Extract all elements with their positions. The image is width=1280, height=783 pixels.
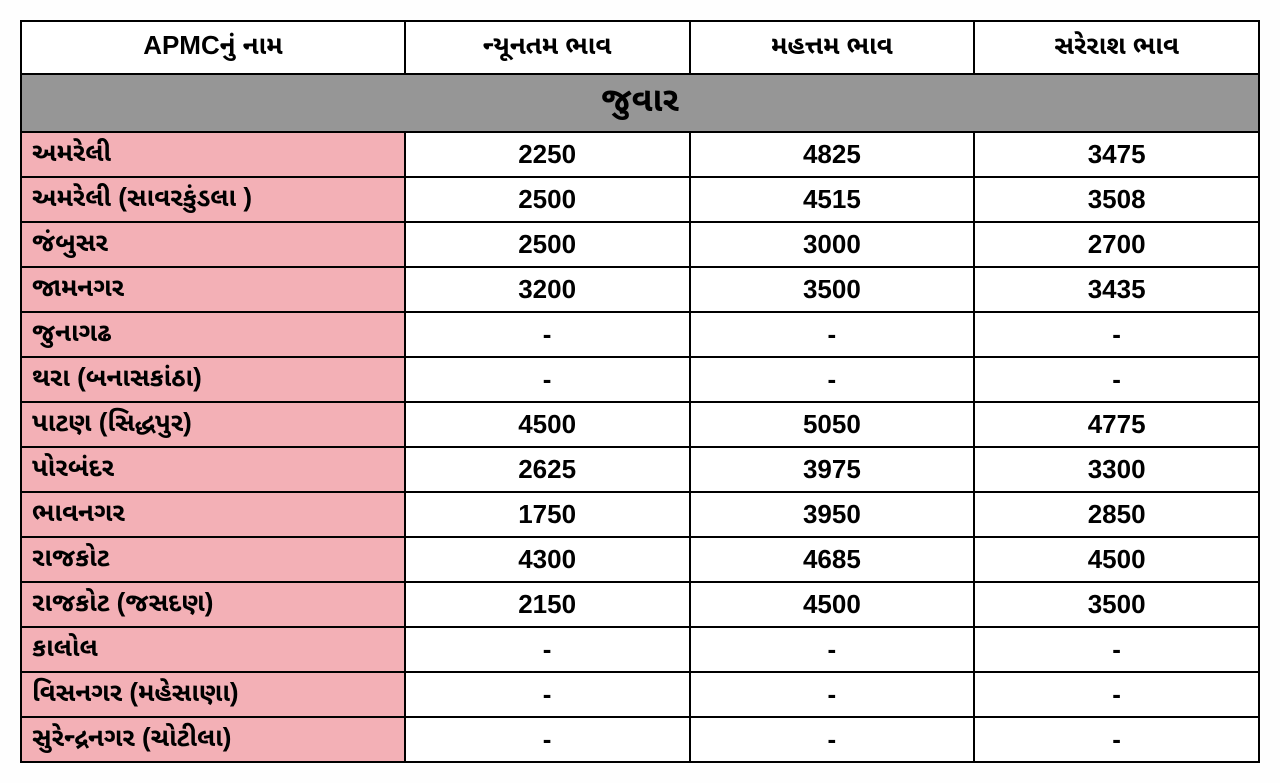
max-price-cell: - [690,627,975,672]
max-price-cell: 5050 [690,402,975,447]
apmc-name-cell: થરા (બનાસકાંઠા) [21,357,405,402]
apmc-name-cell: જામનગર [21,267,405,312]
avg-price-cell: - [974,672,1259,717]
avg-price-cell: - [974,357,1259,402]
min-price-cell: 2500 [405,222,690,267]
apmc-name-cell: અમરેલી (સાવરકુંડલા ) [21,177,405,222]
table-row: જુનાગઢ--- [21,312,1259,357]
table-row: રાજકોટ (જસદણ)215045003500 [21,582,1259,627]
apmc-name-cell: અમરેલી [21,132,405,177]
max-price-cell: 4685 [690,537,975,582]
table-row: સુરેન્દ્રનગર (ચોટીલા)--- [21,717,1259,762]
avg-price-cell: 3300 [974,447,1259,492]
avg-price-cell: - [974,717,1259,762]
table-row: પાટણ (સિદ્ધપુર)450050504775 [21,402,1259,447]
min-price-cell: 2500 [405,177,690,222]
table-row: અમરેલી225048253475 [21,132,1259,177]
min-price-cell: - [405,312,690,357]
avg-price-cell: 3508 [974,177,1259,222]
max-price-cell: 3950 [690,492,975,537]
table-row: જંબુસર250030002700 [21,222,1259,267]
max-price-cell: 3500 [690,267,975,312]
avg-price-cell: 3500 [974,582,1259,627]
min-price-cell: - [405,357,690,402]
min-price-cell: 2625 [405,447,690,492]
table-row: ભાવનગર175039502850 [21,492,1259,537]
min-price-cell: 4500 [405,402,690,447]
col-avg-price: સરેરાશ ભાવ [974,21,1259,74]
max-price-cell: 3000 [690,222,975,267]
max-price-cell: 4500 [690,582,975,627]
apmc-name-cell: વિસનગર (મહેસાણા) [21,672,405,717]
max-price-cell: 4515 [690,177,975,222]
min-price-cell: 1750 [405,492,690,537]
apmc-name-cell: જુનાગઢ [21,312,405,357]
min-price-cell: 2150 [405,582,690,627]
apmc-name-cell: રાજકોટ (જસદણ) [21,582,405,627]
apmc-name-cell: કાલોલ [21,627,405,672]
table-row: રાજકોટ430046854500 [21,537,1259,582]
table-header-row: APMCનું નામ ન્યૂનતમ ભાવ મહત્તમ ભાવ સરેરા… [21,21,1259,74]
col-max-price: મહત્તમ ભાવ [690,21,975,74]
table-row: વિસનગર (મહેસાણા)--- [21,672,1259,717]
apmc-name-cell: રાજકોટ [21,537,405,582]
avg-price-cell: 4500 [974,537,1259,582]
max-price-cell: - [690,672,975,717]
min-price-cell: - [405,627,690,672]
col-apmc-name: APMCનું નામ [21,21,405,74]
apmc-name-cell: ભાવનગર [21,492,405,537]
apmc-name-cell: પોરબંદર [21,447,405,492]
table-row: અમરેલી (સાવરકુંડલા )250045153508 [21,177,1259,222]
max-price-cell: 4825 [690,132,975,177]
table-row: થરા (બનાસકાંઠા)--- [21,357,1259,402]
apmc-name-cell: જંબુસર [21,222,405,267]
apmc-name-cell: સુરેન્દ્રનગર (ચોટીલા) [21,717,405,762]
price-table-container: જુવાર અમરેલી225048253475અમરેલી (સાવરકુંડ… [20,20,1260,763]
table-title-row: જુવાર [21,74,1259,132]
table-row: જામનગર320035003435 [21,267,1259,312]
max-price-cell: 3975 [690,447,975,492]
table-row: કાલોલ--- [21,627,1259,672]
min-price-cell: - [405,672,690,717]
avg-price-cell: 4775 [974,402,1259,447]
table-row: પોરબંદર262539753300 [21,447,1259,492]
apmc-name-cell: પાટણ (સિદ્ધપુર) [21,402,405,447]
max-price-cell: - [690,357,975,402]
avg-price-cell: - [974,627,1259,672]
avg-price-cell: - [974,312,1259,357]
min-price-cell: 2250 [405,132,690,177]
min-price-cell: - [405,717,690,762]
avg-price-cell: 3435 [974,267,1259,312]
col-min-price: ન્યૂનતમ ભાવ [405,21,690,74]
price-table: જુવાર અમરેલી225048253475અમરેલી (સાવરકુંડ… [20,20,1260,763]
min-price-cell: 3200 [405,267,690,312]
max-price-cell: - [690,717,975,762]
max-price-cell: - [690,312,975,357]
min-price-cell: 4300 [405,537,690,582]
table-title: જુવાર [21,74,1259,132]
avg-price-cell: 2700 [974,222,1259,267]
avg-price-cell: 3475 [974,132,1259,177]
avg-price-cell: 2850 [974,492,1259,537]
